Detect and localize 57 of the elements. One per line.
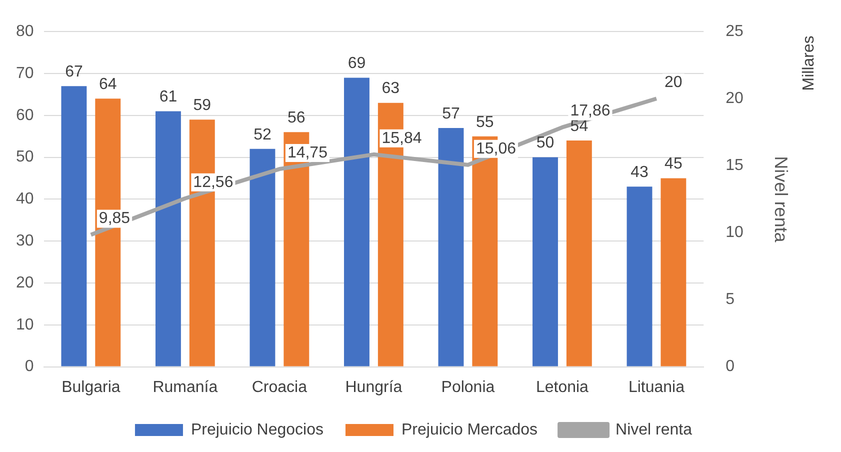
- data-label: 57: [442, 105, 460, 122]
- x-tick-label: Polonia: [441, 378, 495, 396]
- bar: [250, 148, 276, 366]
- y-tick-label: 20: [16, 274, 34, 292]
- data-label: 59: [193, 96, 212, 114]
- y-tick-label: 40: [16, 190, 34, 208]
- data-label: 67: [65, 63, 83, 80]
- x-tick-label: Rumanía: [152, 378, 218, 396]
- data-label: 15,84: [382, 130, 422, 147]
- y-tick-label: 70: [16, 64, 34, 82]
- y-tick-label: 30: [16, 232, 34, 250]
- y2-tick-label: 5: [726, 291, 735, 308]
- data-label: 9,85: [98, 210, 130, 228]
- data-label: 52: [254, 126, 272, 144]
- data-label: 17,86: [570, 102, 610, 120]
- data-label: 61: [159, 88, 178, 106]
- bar: [61, 86, 87, 366]
- y2-tick-label: 20: [726, 90, 744, 108]
- x-tick-label: Lituania: [628, 378, 685, 396]
- data-label: 43: [630, 164, 649, 182]
- bar: [532, 157, 558, 366]
- x-tick-label: Bulgaria: [62, 378, 120, 396]
- data-label: 63: [382, 80, 400, 98]
- y-tick-label: 80: [16, 23, 34, 40]
- data-label: 12,56: [193, 174, 234, 191]
- x-tick-label: Croacia: [252, 378, 308, 396]
- y-tick-label: 60: [16, 106, 34, 124]
- text: Millares: [800, 36, 818, 91]
- data-label: 45: [664, 156, 682, 173]
- legend-label: Prejuicio Negocios: [190, 421, 324, 438]
- data-label: 56: [288, 110, 306, 127]
- bar: [566, 140, 592, 366]
- legend-label: Prejuicio Mercados: [401, 421, 538, 438]
- y2-tick-label: 15: [726, 157, 744, 174]
- data-label: 50: [536, 134, 554, 152]
- y2-axis-title: Nivel renta: [771, 156, 792, 244]
- data-label: 20: [664, 74, 682, 92]
- bar: [155, 111, 181, 366]
- y-tick-label: 0: [24, 358, 34, 376]
- y-tick-label: 50: [16, 148, 34, 166]
- x-tick-label: Hungría: [345, 378, 402, 396]
- data-label: 64: [98, 76, 117, 94]
- data-label: 54: [570, 118, 588, 135]
- y2-tick-label: 0: [726, 358, 735, 376]
- bar: [660, 178, 686, 366]
- bar: [438, 128, 464, 366]
- y2-tick-label: 10: [726, 224, 744, 242]
- bar: [626, 186, 652, 366]
- bar: [344, 78, 370, 366]
- y2-tick-label: 25: [726, 23, 744, 40]
- data-label: 55: [476, 114, 494, 131]
- data-label: 69: [348, 55, 366, 72]
- legend-label: Nivel renta: [616, 421, 692, 438]
- data-label: 14,75: [287, 144, 328, 162]
- x-tick-label: Letonia: [536, 378, 589, 396]
- data-label: 15,06: [476, 140, 516, 158]
- y-tick-label: 10: [16, 316, 34, 334]
